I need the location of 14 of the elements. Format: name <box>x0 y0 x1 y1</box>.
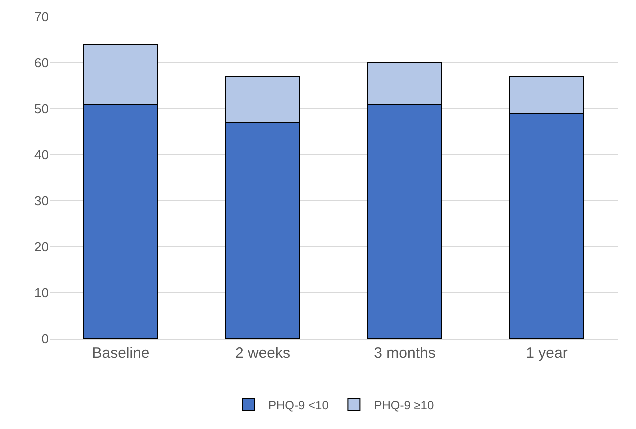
y-tick-label: 30 <box>34 194 49 209</box>
y-tick-label: 10 <box>34 286 49 301</box>
y-tick-label: 70 <box>34 10 49 25</box>
y-tick-label: 40 <box>34 148 49 163</box>
x-tick-label: 1 year <box>526 345 568 362</box>
legend-label: PHQ-9 <10 <box>268 398 330 413</box>
x-tick-label: 2 weeks <box>235 345 291 362</box>
y-tick-label: 50 <box>34 102 49 117</box>
x-tick-label: Baseline <box>92 345 150 362</box>
y-tick-label: 60 <box>34 56 49 71</box>
legend-label: PHQ-9 ≥10 <box>374 398 434 413</box>
x-tick-label: 3 months <box>374 345 436 362</box>
y-tick-label: 0 <box>42 332 49 347</box>
y-tick-label: 20 <box>34 240 49 255</box>
